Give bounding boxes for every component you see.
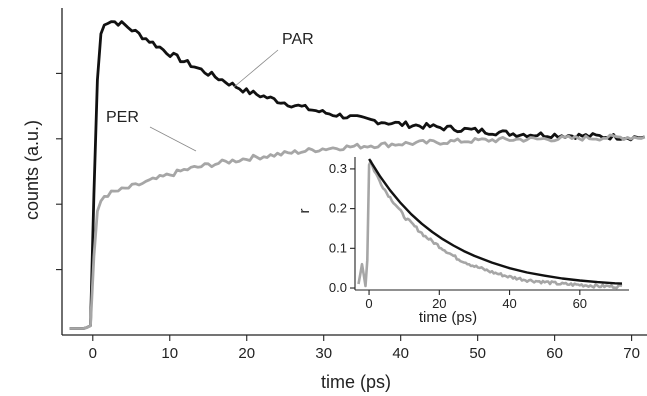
inset-x-tick-label: 40 <box>502 296 516 311</box>
series-per-line <box>69 133 646 330</box>
inset-x-tick-label: 0 <box>365 296 372 311</box>
main-x-tick-label: 30 <box>315 345 332 362</box>
inset-y-ticks: 0.0 0.1 0.2 0.3 <box>329 161 355 295</box>
main-x-axis-title: time (ps) <box>321 372 391 392</box>
main-y-ticks <box>56 72 62 271</box>
series-data-line <box>357 159 623 290</box>
main-x-tick-label: 70 <box>623 345 640 362</box>
series-fit-line <box>368 158 623 285</box>
inset-x-axis-title: time (ps) <box>419 309 477 326</box>
main-x-tick-label: 50 <box>469 345 486 362</box>
inset-x-tick-label: 20 <box>432 296 446 311</box>
inset-series <box>357 158 623 290</box>
main-x-tick-label: 10 <box>161 345 178 362</box>
inset-y-tick-label: 0.2 <box>329 201 347 216</box>
main-y-axis-title: counts (a.u.) <box>22 120 42 220</box>
main-x-ticks: 0 10 20 30 40 50 60 70 <box>89 335 640 362</box>
inset-x-tick-label: 60 <box>573 296 587 311</box>
main-x-tick-label: 40 <box>392 345 409 362</box>
per-leader-line <box>149 126 197 152</box>
par-leader-line <box>233 49 279 88</box>
main-series <box>69 20 646 330</box>
main-plot: 0 10 20 30 40 50 60 70 time (ps) counts (a.u.) … <box>22 8 647 392</box>
inset-y-tick-label: 0.3 <box>329 161 347 176</box>
per-annotation: PER <box>106 109 139 126</box>
inset-y-tick-label: 0.1 <box>329 240 347 255</box>
inset-plot: 0.0 0.1 0.2 0.3 0 20 40 60 time (ps) r <box>296 154 636 326</box>
inset-x-ticks: 0 20 40 60 <box>365 290 587 311</box>
par-annotation: PAR <box>282 31 314 48</box>
inset-background <box>346 154 636 326</box>
main-x-tick-label: 0 <box>89 345 97 362</box>
inset-y-tick-label: 0.0 <box>329 280 347 295</box>
series-par-line <box>69 20 646 330</box>
inset-y-axis-title: r <box>296 209 313 214</box>
main-x-tick-label: 60 <box>546 345 563 362</box>
main-x-tick-label: 20 <box>238 345 255 362</box>
